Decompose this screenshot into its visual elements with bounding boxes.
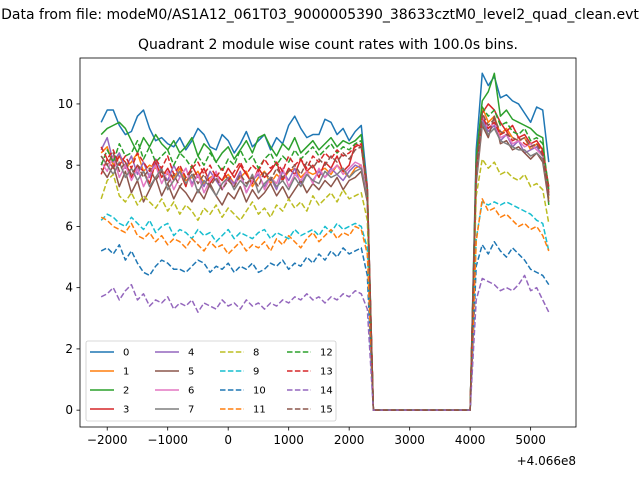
figure-suptitle: Data from file: modeM0/AS1A12_061T03_900… <box>1 7 639 23</box>
y-tick-label: 4 <box>65 281 73 295</box>
x-tick-label: 3000 <box>394 433 425 447</box>
x-tick-label: 4000 <box>455 433 486 447</box>
y-tick-label: 2 <box>65 342 73 356</box>
legend-label-2: 2 <box>123 386 129 397</box>
x-tick-label: −2000 <box>87 433 128 447</box>
x-tick-label: −1000 <box>147 433 188 447</box>
series-line-11 <box>100 198 550 411</box>
legend-label-15: 15 <box>320 405 333 416</box>
axes-frame <box>79 57 577 428</box>
x-axis-offset-label: +4.066e8 <box>517 454 576 468</box>
legend-label-7: 7 <box>188 405 194 416</box>
y-tick-label: 6 <box>65 219 73 233</box>
legend-label-10: 10 <box>253 386 266 397</box>
x-tick-label: 0 <box>224 433 232 447</box>
series-lines <box>100 72 550 411</box>
legend-label-3: 3 <box>123 405 129 416</box>
series-line-15 <box>100 112 550 411</box>
legend-label-6: 6 <box>188 386 194 397</box>
y-tick-label: 10 <box>58 97 73 111</box>
x-tick-label: 1000 <box>273 433 304 447</box>
y-axis: 0 2 4 6 8 10 <box>58 97 80 417</box>
legend-label-12: 12 <box>320 348 333 359</box>
series-line-14 <box>100 274 550 411</box>
legend-label-8: 8 <box>253 348 259 359</box>
y-tick-label: 0 <box>65 403 73 417</box>
x-axis: −2000 −1000 0 1000 2000 3000 4000 5000 <box>87 427 546 447</box>
legend-label-0: 0 <box>123 348 129 359</box>
legend-label-5: 5 <box>188 367 194 378</box>
legend-label-11: 11 <box>253 405 266 416</box>
legend-label-14: 14 <box>320 386 333 397</box>
legend-label-9: 9 <box>253 367 259 378</box>
y-tick-label: 8 <box>65 158 73 172</box>
x-tick-label: 2000 <box>334 433 365 447</box>
legend-label-4: 4 <box>188 348 194 359</box>
legend-label-13: 13 <box>320 367 333 378</box>
axes-title: Quadrant 2 module wise count rates with … <box>138 37 518 53</box>
x-tick-label: 5000 <box>515 433 546 447</box>
legend-label-1: 1 <box>123 367 129 378</box>
legend-frame <box>85 340 337 422</box>
plot-area: −2000 −1000 0 1000 2000 3000 4000 5000 0246810 … <box>58 57 577 468</box>
